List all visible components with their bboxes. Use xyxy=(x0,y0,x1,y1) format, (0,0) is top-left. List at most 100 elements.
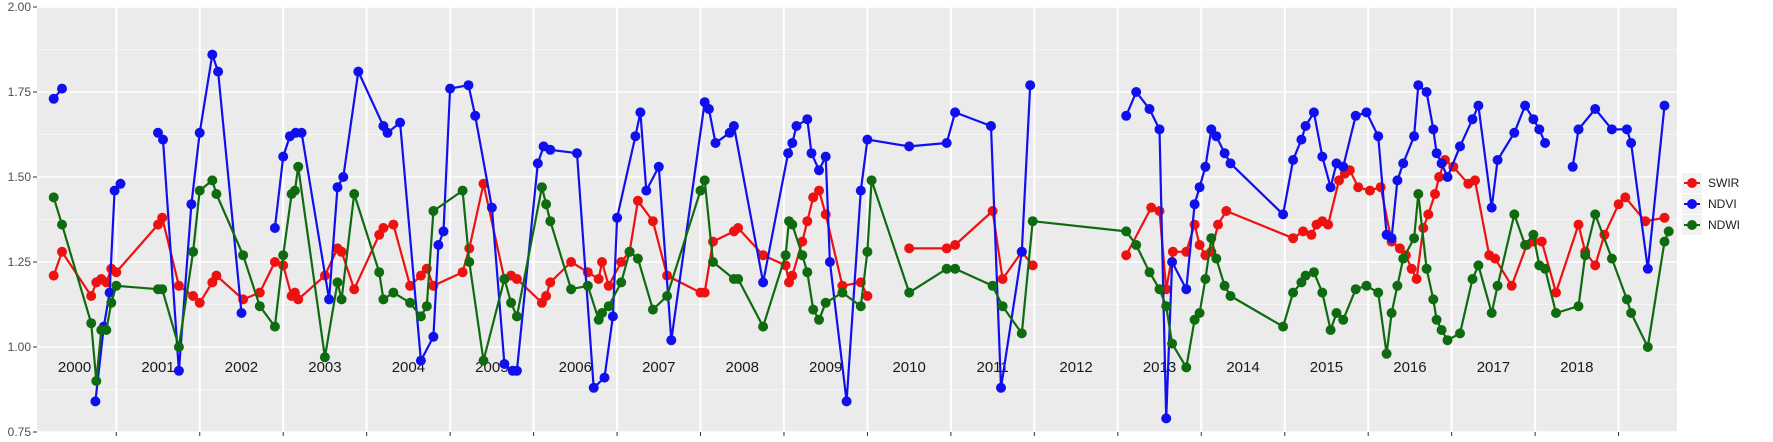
data-point xyxy=(1626,138,1637,148)
data-point xyxy=(787,270,798,281)
data-point xyxy=(336,246,347,257)
data-point xyxy=(820,151,831,162)
data-point xyxy=(862,246,873,257)
data-point xyxy=(787,219,798,230)
data-point xyxy=(1411,274,1422,284)
data-point xyxy=(1467,114,1478,125)
data-point xyxy=(1181,362,1192,373)
data-point xyxy=(1386,233,1397,244)
data-point xyxy=(1200,274,1211,284)
data-point xyxy=(511,311,522,322)
data-point xyxy=(1606,253,1617,264)
data-point xyxy=(157,284,168,295)
data-point xyxy=(1181,284,1192,295)
data-point xyxy=(1381,348,1392,359)
data-point xyxy=(582,280,593,291)
data-point xyxy=(1423,209,1434,220)
data-point xyxy=(814,314,824,325)
data-point xyxy=(388,219,399,230)
data-point xyxy=(855,185,866,196)
data-point xyxy=(997,274,1008,284)
data-point xyxy=(1189,199,1200,210)
data-point xyxy=(269,257,280,267)
data-point xyxy=(1373,287,1384,298)
data-point xyxy=(862,291,873,301)
data-point xyxy=(1308,107,1319,118)
data-point xyxy=(236,308,247,318)
data-point xyxy=(1161,301,1172,312)
data-point xyxy=(207,49,218,60)
year-label: 2016 xyxy=(1393,359,1426,376)
data-point xyxy=(1353,182,1364,193)
data-point xyxy=(1470,175,1480,186)
data-point xyxy=(1659,236,1670,247)
data-point xyxy=(597,257,607,267)
data-point xyxy=(57,246,67,257)
year-label: 2018 xyxy=(1560,359,1593,376)
data-point xyxy=(293,294,304,305)
data-point xyxy=(1398,253,1409,264)
data-point xyxy=(48,270,59,281)
data-point xyxy=(624,246,635,257)
data-point xyxy=(1442,335,1453,346)
series-layer xyxy=(48,49,1674,424)
data-point xyxy=(1317,151,1328,162)
data-point xyxy=(213,66,224,77)
data-point xyxy=(1436,325,1447,335)
data-point xyxy=(1392,280,1403,291)
data-point xyxy=(499,359,510,369)
data-point xyxy=(415,270,426,281)
series-ndwi xyxy=(48,161,1674,386)
data-point xyxy=(57,83,67,94)
data-point xyxy=(1520,240,1531,250)
data-point xyxy=(904,287,915,298)
data-point xyxy=(1406,263,1417,274)
data-point xyxy=(728,121,739,131)
data-point xyxy=(470,110,481,121)
data-point xyxy=(758,321,769,332)
data-point xyxy=(806,148,817,159)
data-point xyxy=(1580,250,1591,261)
data-point xyxy=(405,280,416,291)
data-point xyxy=(1121,226,1132,237)
data-point xyxy=(699,175,710,186)
data-point xyxy=(324,294,335,305)
year-label: 2017 xyxy=(1477,359,1510,376)
data-point xyxy=(111,267,122,278)
data-point xyxy=(1520,100,1531,111)
data-point xyxy=(1016,328,1027,339)
data-point xyxy=(90,396,101,407)
legend-key-marker xyxy=(1687,220,1697,230)
data-point xyxy=(1590,260,1601,271)
data-point xyxy=(597,308,607,318)
data-point xyxy=(532,158,543,169)
data-point xyxy=(699,287,710,298)
data-point xyxy=(1350,284,1361,295)
data-point xyxy=(1663,226,1674,237)
data-point xyxy=(837,287,848,298)
data-point xyxy=(1317,287,1328,298)
data-point xyxy=(866,175,877,186)
data-point xyxy=(278,250,289,261)
data-point xyxy=(987,206,998,216)
data-point xyxy=(1573,301,1584,312)
data-point xyxy=(1288,155,1299,165)
data-point xyxy=(511,274,522,284)
data-point xyxy=(791,121,802,131)
data-point xyxy=(349,284,360,295)
data-point xyxy=(499,274,510,284)
data-point xyxy=(1431,314,1442,325)
data-point xyxy=(797,250,808,261)
data-point xyxy=(1434,172,1445,182)
data-point xyxy=(415,355,426,366)
data-point xyxy=(1642,342,1653,352)
year-label: 2014 xyxy=(1226,359,1259,376)
year-label: 2003 xyxy=(308,359,341,376)
data-point xyxy=(353,66,364,77)
data-point xyxy=(1016,246,1027,257)
data-point xyxy=(1350,110,1361,121)
data-point xyxy=(541,199,552,210)
data-point xyxy=(1167,338,1178,349)
year-label: 2002 xyxy=(225,359,258,376)
data-point xyxy=(783,148,794,159)
